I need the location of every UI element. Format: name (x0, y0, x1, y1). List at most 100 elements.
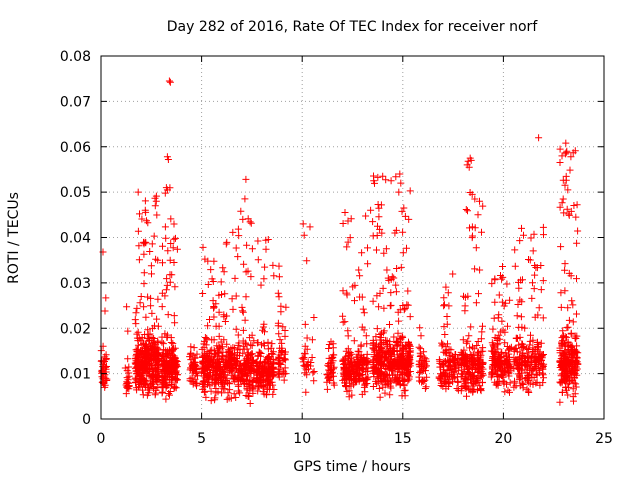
data-point (345, 372, 353, 380)
data-point (563, 333, 570, 341)
data-point (232, 292, 240, 300)
data-point (461, 307, 469, 315)
data-point (355, 266, 363, 274)
data-point (211, 394, 219, 402)
data-point (469, 388, 477, 396)
data-point (562, 149, 570, 157)
data-point (201, 387, 209, 395)
data-point (264, 345, 272, 353)
data-point (515, 284, 523, 292)
data-point (499, 263, 506, 270)
data-point (567, 207, 575, 215)
data-point (515, 323, 523, 331)
data-point (479, 322, 486, 330)
data-point (328, 366, 336, 374)
data-point (573, 275, 580, 283)
x-tick-label: 25 (595, 431, 613, 447)
data-point (215, 332, 223, 340)
data-point (171, 344, 179, 352)
data-point (241, 316, 249, 324)
data-point (531, 313, 539, 321)
data-point (381, 354, 389, 362)
data-point (309, 369, 317, 377)
data-point (243, 345, 251, 353)
data-point (446, 351, 454, 359)
data-point (98, 378, 106, 386)
data-point (559, 370, 567, 378)
data-point (376, 393, 384, 401)
data-point (404, 301, 412, 309)
data-point (528, 294, 536, 302)
data-point (495, 291, 503, 299)
data-point (232, 325, 240, 333)
data-point (134, 227, 142, 235)
data-point (310, 368, 318, 375)
data-point (566, 166, 574, 174)
data-point (471, 265, 479, 273)
data-point (144, 219, 152, 227)
data-point (101, 358, 108, 365)
data-point (153, 315, 161, 323)
data-point (468, 363, 476, 371)
data-point (158, 303, 166, 311)
data-point (378, 229, 386, 237)
data-point (236, 389, 244, 397)
data-point (151, 366, 159, 374)
data-point (563, 147, 571, 155)
data-point (369, 383, 377, 390)
data-point (564, 304, 572, 312)
data-point (281, 356, 289, 364)
data-point (303, 361, 311, 368)
data-point (247, 353, 255, 361)
data-point (298, 354, 306, 362)
data-point (472, 299, 480, 307)
data-point (356, 372, 364, 379)
data-point (403, 362, 411, 370)
data-point (348, 350, 356, 358)
data-point (471, 354, 479, 362)
data-point (169, 244, 177, 252)
data-point (226, 386, 234, 394)
data-point (125, 363, 133, 371)
data-point (281, 332, 289, 340)
data-point (375, 213, 383, 221)
data-point (163, 186, 171, 194)
data-point (276, 336, 284, 344)
data-point (256, 349, 264, 357)
data-point (310, 314, 318, 321)
data-point (269, 261, 277, 269)
data-point (381, 381, 389, 389)
data-point (141, 359, 149, 367)
data-point (144, 293, 152, 301)
data-point (242, 293, 250, 301)
data-point (563, 356, 571, 363)
data-point (265, 360, 273, 368)
data-point (275, 273, 283, 281)
data-point (490, 342, 497, 350)
data-point (220, 372, 228, 380)
data-point (562, 348, 570, 356)
data-point (493, 380, 501, 388)
x-tick-label: 0 (97, 431, 106, 447)
data-point (492, 349, 500, 357)
data-point (133, 304, 141, 312)
data-point (362, 332, 370, 340)
data-point (136, 377, 144, 385)
data-point (572, 335, 580, 342)
data-point (565, 363, 573, 371)
data-point (531, 271, 539, 279)
data-point (225, 394, 233, 402)
data-point (535, 354, 543, 362)
data-point (154, 375, 162, 383)
data-point (347, 215, 355, 223)
data-point (199, 290, 207, 297)
data-point (171, 383, 179, 391)
data-point (358, 323, 366, 331)
data-point (490, 343, 498, 351)
data-point (101, 371, 109, 379)
data-point (248, 342, 256, 350)
data-point (303, 257, 311, 265)
data-point (206, 347, 214, 355)
data-point (204, 322, 212, 330)
data-point (189, 369, 197, 377)
